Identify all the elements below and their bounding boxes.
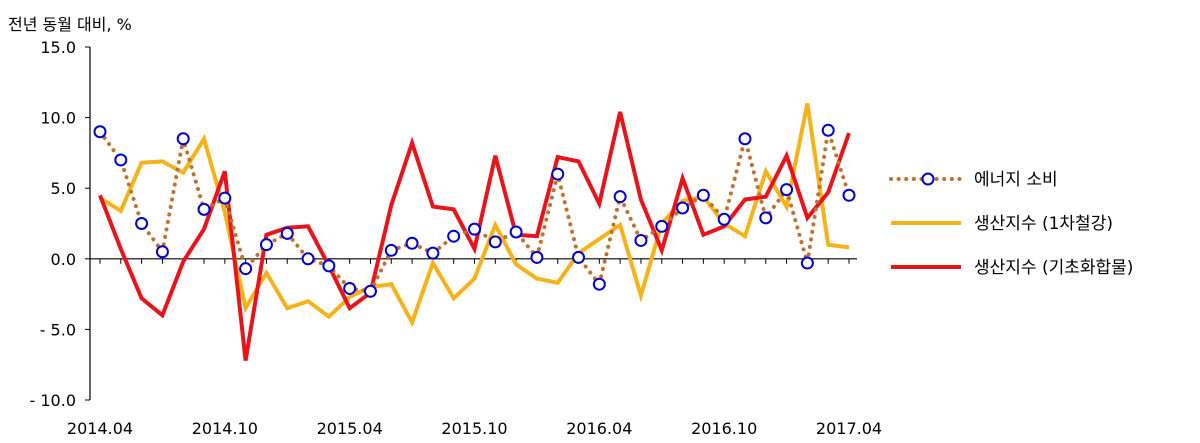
data-point [592, 277, 606, 291]
data-point [488, 235, 502, 249]
data-point [530, 250, 544, 264]
data-point [551, 167, 565, 181]
y-tick-label: 0.0 [51, 250, 76, 269]
data-point [363, 284, 377, 298]
legend-item-1: 생산지수 (1차철강) [891, 214, 1113, 234]
data-point [259, 238, 273, 252]
data-point [780, 183, 794, 197]
series-2 [98, 111, 851, 361]
series-layer [93, 103, 856, 361]
y-tick-label: 5.0 [51, 179, 76, 198]
data-point [218, 191, 232, 205]
data-point [176, 132, 190, 146]
data-point [613, 190, 627, 204]
y-tick-label: 15.0 [40, 38, 76, 57]
x-tick-label: 2016.04 [566, 419, 632, 438]
data-point [114, 153, 128, 167]
data-point [738, 132, 752, 146]
y-tick-label: - 10.0 [30, 391, 76, 410]
data-point [655, 219, 669, 233]
data-point [155, 245, 169, 259]
data-point [800, 256, 814, 270]
data-point [280, 226, 294, 240]
data-point [717, 212, 731, 226]
x-tick-label: 2014.04 [67, 419, 133, 438]
data-point [93, 125, 107, 139]
series-0 [93, 123, 856, 298]
data-point [676, 201, 690, 215]
data-point [572, 250, 586, 264]
data-point [842, 188, 856, 202]
data-point [468, 222, 481, 236]
x-tick-label: 2015.04 [317, 419, 383, 438]
x-tick-label: 2015.10 [441, 419, 507, 438]
data-point [821, 123, 835, 137]
legend-marker [921, 172, 935, 186]
data-point [696, 188, 710, 202]
legend-item-0: 에너지 소비 [889, 170, 1058, 190]
legend-label: 생산지수 (기초화합물) [974, 258, 1133, 278]
data-point [447, 229, 461, 243]
legend-item-2: 생산지수 (기초화합물) [891, 258, 1133, 278]
y-tick-label: - 5.0 [40, 320, 76, 339]
x-tick-label: 2017.04 [816, 419, 882, 438]
data-point [322, 259, 336, 273]
data-point [343, 281, 357, 295]
data-point [239, 262, 253, 276]
data-point [135, 217, 149, 230]
data-point [759, 211, 773, 225]
series-line [98, 111, 851, 361]
data-point [301, 252, 315, 266]
data-point [426, 246, 440, 260]
data-point [405, 236, 419, 250]
legend-label: 에너지 소비 [974, 170, 1058, 190]
data-point [509, 225, 523, 239]
data-point [197, 202, 211, 216]
legend-label: 생산지수 (1차철강) [974, 214, 1113, 234]
data-point [634, 233, 648, 247]
data-point [384, 243, 398, 257]
y-axis-label: 전년 동월 대비, % [8, 15, 132, 34]
axes: 15.0 10.0 5.0 0.0 - 5.0 - 10.0 2014.04 2014.10 2… [30, 38, 883, 438]
y-tick-label: 10.0 [40, 109, 76, 128]
x-tick-label: 2016.10 [691, 419, 757, 438]
x-tick-label: 2014.10 [192, 419, 258, 438]
